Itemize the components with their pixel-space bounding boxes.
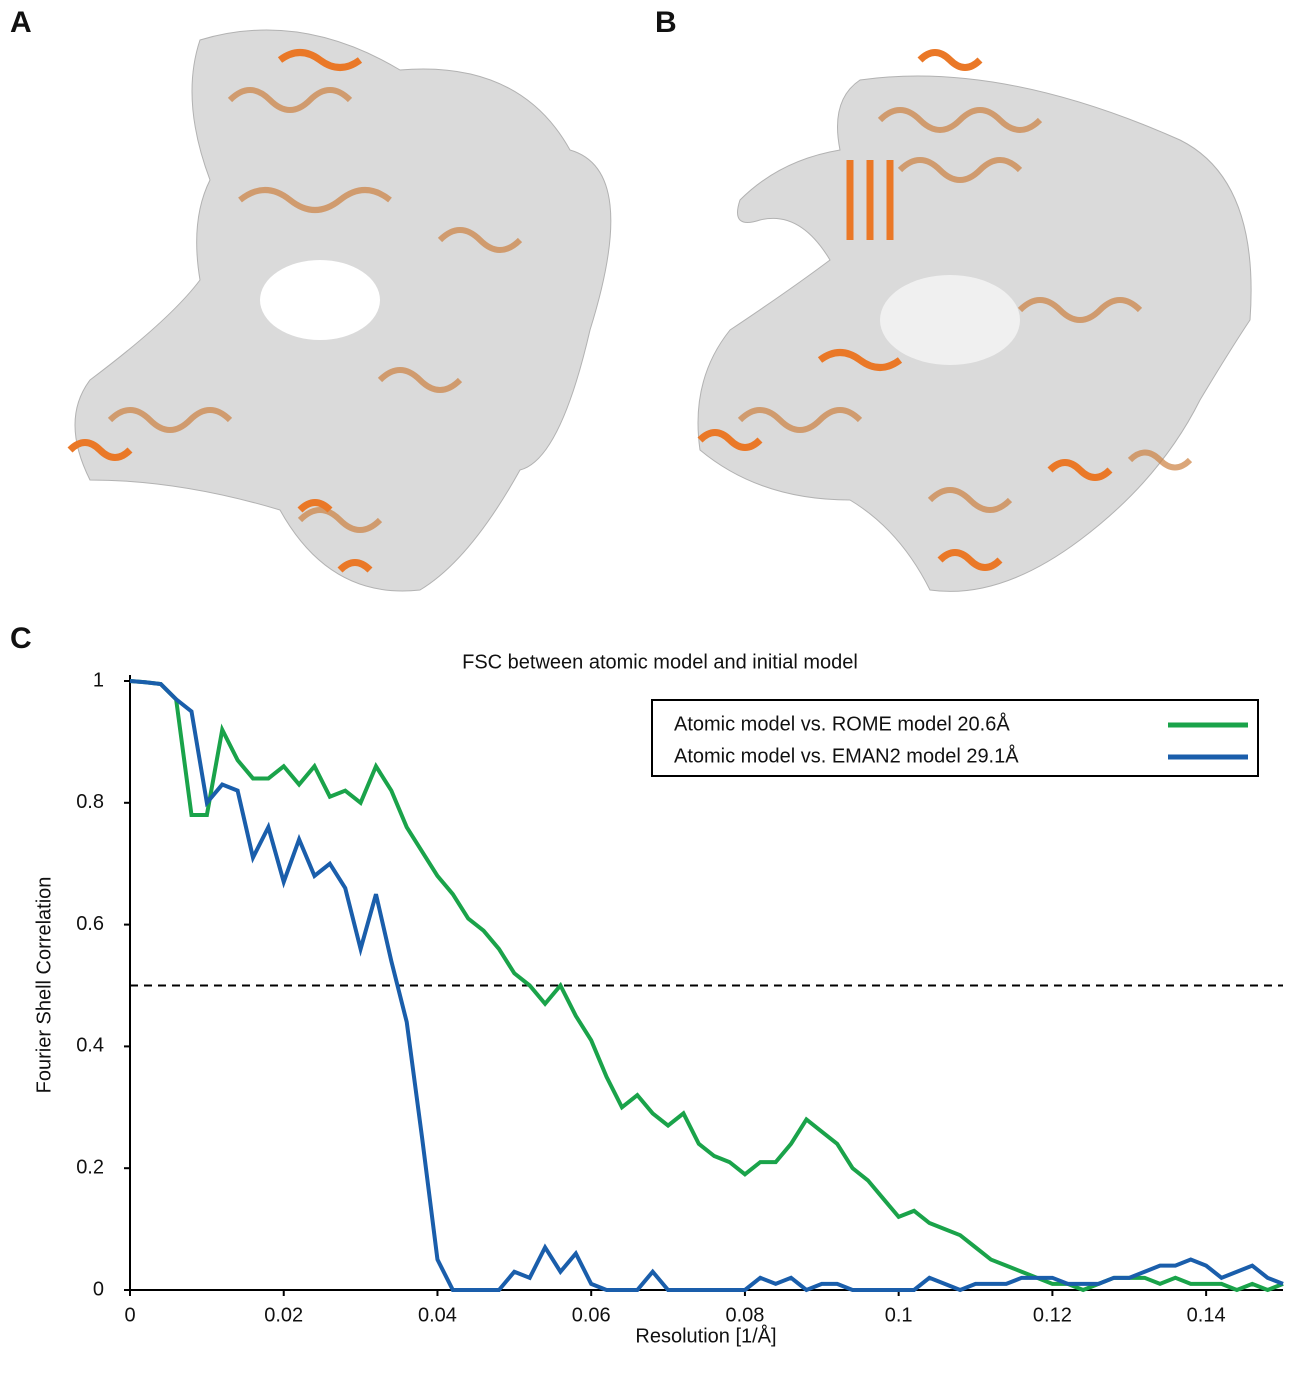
y-tick-label: 1 [93,669,104,691]
legend-label: Atomic model vs. EMAN2 model 29.1Å [674,744,1019,767]
y-tick-label: 0.6 [76,913,104,935]
y-tick-label: 0 [93,1278,104,1300]
x-tick-label: 0.04 [418,1304,457,1326]
chart-title: FSC between atomic model and initial mod… [462,651,858,673]
y-tick-label: 0.8 [76,791,104,813]
y-tick-label: 0.4 [76,1035,104,1057]
series-line [129,679,1284,1293]
x-tick-label: 0.08 [725,1304,764,1326]
x-axis-label: Resolution [1/Å] [635,1324,776,1347]
legend-box [651,699,1259,777]
series-line [129,679,1284,1293]
panel-label: A [10,6,32,39]
x-tick-label: 0.02 [264,1304,303,1326]
y-axis-label: Fourier Shell Correlation [33,877,55,1094]
legend-label: Atomic model vs. ROME model 20.6Å [674,712,1010,735]
x-tick-label: 0.06 [572,1304,611,1326]
x-tick-label: 0.12 [1033,1304,1072,1326]
density-map-b [697,49,1252,592]
x-tick-label: 0.1 [885,1304,913,1326]
panel-label: C [10,622,32,655]
x-tick-label: 0 [124,1304,135,1326]
panel-label: B [655,6,677,39]
y-tick-label: 0.2 [76,1156,104,1178]
density-map-a [67,29,612,592]
x-tick-label: 0.14 [1187,1304,1226,1326]
